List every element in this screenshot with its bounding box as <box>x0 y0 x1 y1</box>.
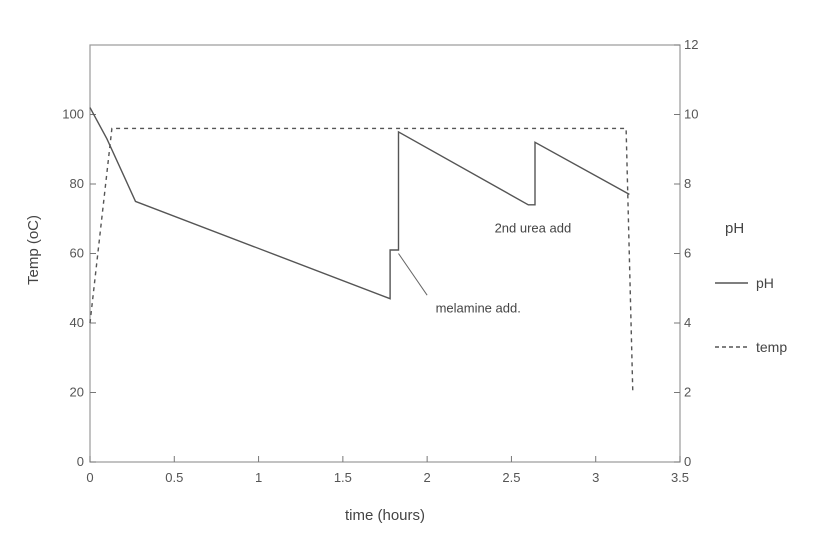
series-group <box>89 107 634 393</box>
melamine-leader-line <box>398 253 428 296</box>
annotations-group: melamine add. 2nd urea add <box>398 221 571 316</box>
y-left-tick-label: 40 <box>70 315 84 330</box>
y-left-tick-label: 20 <box>70 385 84 400</box>
x-tick-label: 3 <box>592 470 599 485</box>
x-tick-label: 1.5 <box>334 470 352 485</box>
x-axis-title: time (hours) <box>345 507 425 524</box>
x-tick-label: 0 <box>86 470 93 485</box>
y-right-tick-label: 10 <box>684 107 698 122</box>
series-temp-line <box>89 127 634 393</box>
y-right-tick-label: 12 <box>684 37 698 52</box>
y-right-tick-label: 4 <box>684 315 691 330</box>
x-tick-label: 2.5 <box>502 470 520 485</box>
y-right-tick-label: 8 <box>684 176 691 191</box>
annotation-melamine-add: melamine add. <box>436 301 521 316</box>
y-right-tick-label: 2 <box>684 385 691 400</box>
y-left-tick-label: 100 <box>62 107 84 122</box>
legend: pH temp <box>715 275 787 355</box>
x-tick-label: 1 <box>255 470 262 485</box>
plot-frame <box>89 44 681 463</box>
y-right-tick-label: 6 <box>684 246 691 261</box>
legend-ph-label: pH <box>756 275 774 291</box>
y-left-tick-label: 0 <box>77 454 84 469</box>
y-right-axis-title: pH <box>725 220 744 237</box>
x-tick-label: 0.5 <box>165 470 183 485</box>
legend-temp-label: temp <box>756 339 787 355</box>
x-tick-label: 2 <box>424 470 431 485</box>
x-tick-label: 3.5 <box>671 470 689 485</box>
y-right-tick-label: 0 <box>684 454 691 469</box>
annotation-2nd-urea-add: 2nd urea add <box>495 221 572 236</box>
series-ph-line <box>89 107 630 300</box>
y-left-axis-title: Temp (oC) <box>25 215 42 285</box>
y-left-tick-label: 60 <box>70 246 84 261</box>
y-left-tick-label: 80 <box>70 176 84 191</box>
